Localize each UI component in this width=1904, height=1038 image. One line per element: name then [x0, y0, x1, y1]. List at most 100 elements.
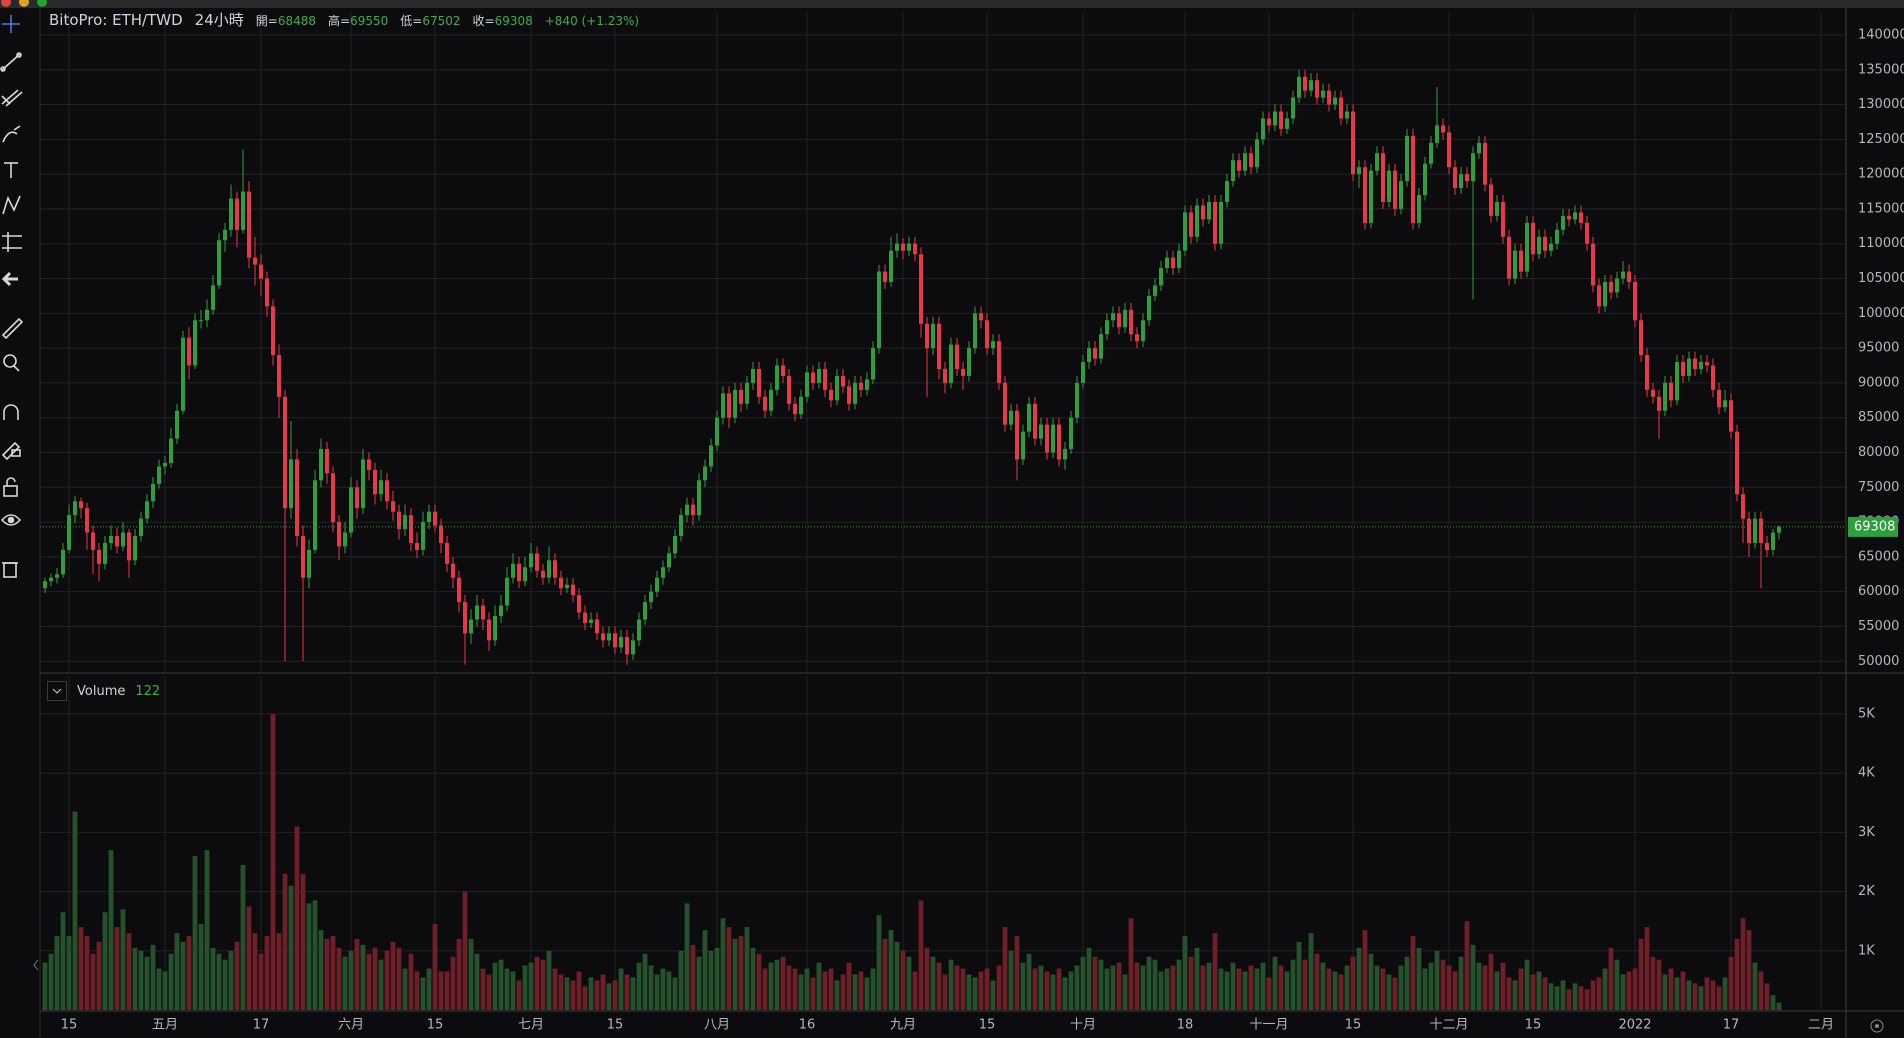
volume-bar — [72, 811, 78, 1010]
candle-body — [1267, 118, 1271, 126]
volume-bar — [1728, 956, 1734, 1010]
candle-body — [493, 616, 497, 641]
volume-bar — [252, 933, 258, 1010]
candle-body — [931, 323, 935, 349]
magnet-tool[interactable] — [3, 404, 19, 420]
candle-body — [1213, 201, 1217, 244]
candle-body — [1015, 410, 1019, 460]
volume-bar — [516, 980, 522, 1010]
zoom-tool[interactable] — [3, 354, 20, 372]
volume-bar — [1326, 968, 1332, 1010]
window-close[interactable] — [1, 0, 11, 7]
crosshair-tool[interactable] — [2, 15, 20, 33]
fib-tool[interactable] — [1, 89, 23, 107]
volume-bar — [1152, 959, 1158, 1010]
volume-bar — [138, 950, 144, 1010]
candle-body — [193, 320, 197, 366]
volume-bar — [1254, 968, 1260, 1010]
x-tick-label: 六月 — [338, 1018, 364, 1033]
candle-body — [163, 462, 167, 467]
candle-body — [127, 532, 131, 561]
volume-bar — [774, 959, 780, 1010]
volume-bar — [294, 826, 300, 1010]
volume-bar — [1596, 977, 1602, 1010]
candle-body — [1165, 257, 1169, 269]
volume-bar — [684, 903, 690, 1010]
lock-tool[interactable] — [3, 477, 18, 497]
interval: 24小時 — [194, 11, 244, 29]
x-tick-label: 17 — [1723, 1018, 1740, 1033]
volume-bar — [1002, 927, 1008, 1010]
candle-body — [1717, 389, 1721, 408]
candle-body — [595, 619, 599, 634]
text-tool[interactable] — [4, 162, 18, 178]
candle-body — [1585, 222, 1589, 244]
trendline-tool[interactable] — [0, 52, 22, 72]
candle-body — [1543, 236, 1547, 251]
candle-body — [1063, 449, 1067, 460]
volume-bar — [1536, 971, 1542, 1010]
volume-bar — [1752, 962, 1758, 1010]
brush-tool[interactable] — [2, 125, 21, 143]
change: +840 (+1.23%) — [544, 14, 640, 28]
candle-body — [1651, 389, 1655, 397]
volume-bar — [630, 977, 636, 1010]
volume-bar — [306, 903, 312, 1010]
candle-body — [49, 577, 53, 582]
volume-bar — [1566, 989, 1572, 1010]
collapse-button[interactable] — [47, 681, 67, 701]
candle-body — [1345, 111, 1349, 119]
volume-bar — [474, 953, 480, 1010]
candle-body — [1087, 348, 1091, 363]
volume-bar — [1698, 986, 1704, 1010]
candle-body — [1291, 97, 1295, 119]
scroll-left[interactable] — [33, 959, 39, 971]
volume-bar — [1074, 965, 1080, 1010]
candle-body — [1393, 170, 1397, 209]
volume-bar — [978, 971, 984, 1010]
candle-body — [1477, 142, 1481, 154]
ruler-tool[interactable] — [1, 317, 24, 340]
volume-bar — [1488, 953, 1494, 1010]
y-tick-label: 125000 — [1858, 132, 1904, 147]
volume-bar — [486, 974, 492, 1010]
lock-draw-tool[interactable] — [1, 441, 21, 461]
candle-body — [409, 515, 413, 543]
candle-body — [109, 535, 113, 543]
volume-bar — [1674, 977, 1680, 1010]
candle-body — [187, 337, 191, 366]
candle-body — [289, 459, 293, 509]
window-zoom[interactable] — [37, 0, 47, 7]
volume-bar — [198, 924, 204, 1010]
candle-body — [1321, 90, 1325, 98]
back-tool[interactable] — [1, 271, 18, 287]
volume-bar — [444, 971, 450, 1010]
volume-bar — [1356, 947, 1362, 1010]
volume-bar — [666, 971, 672, 1010]
volume-bar — [1410, 935, 1416, 1010]
settings-icon[interactable] — [1870, 1019, 1884, 1033]
candle-body — [1141, 320, 1145, 342]
delete-tool[interactable] — [2, 562, 18, 578]
candle-body — [451, 563, 455, 578]
measure-tool[interactable] — [2, 232, 22, 252]
x-tick-label: 16 — [799, 1018, 816, 1033]
volume-bar — [552, 968, 558, 1010]
volume-bar — [954, 965, 960, 1010]
candle-body — [1507, 236, 1511, 279]
volume-bar — [714, 947, 720, 1010]
candle-body — [367, 459, 371, 470]
volume-bar — [966, 974, 972, 1010]
value: 67502 — [422, 14, 461, 28]
visibility-tool[interactable] — [0, 514, 22, 526]
candle-body — [775, 365, 779, 390]
volume-bar — [1554, 986, 1560, 1010]
y-tick-label: 90000 — [1858, 375, 1899, 390]
pattern-tool[interactable] — [2, 195, 21, 215]
candle-body — [1369, 170, 1373, 223]
volume-bar — [1110, 965, 1116, 1010]
window-minimize[interactable] — [19, 0, 29, 7]
y-tick-label: 135000 — [1858, 62, 1904, 77]
y-tick-label: 50000 — [1858, 654, 1899, 669]
candle-body — [1033, 403, 1037, 439]
